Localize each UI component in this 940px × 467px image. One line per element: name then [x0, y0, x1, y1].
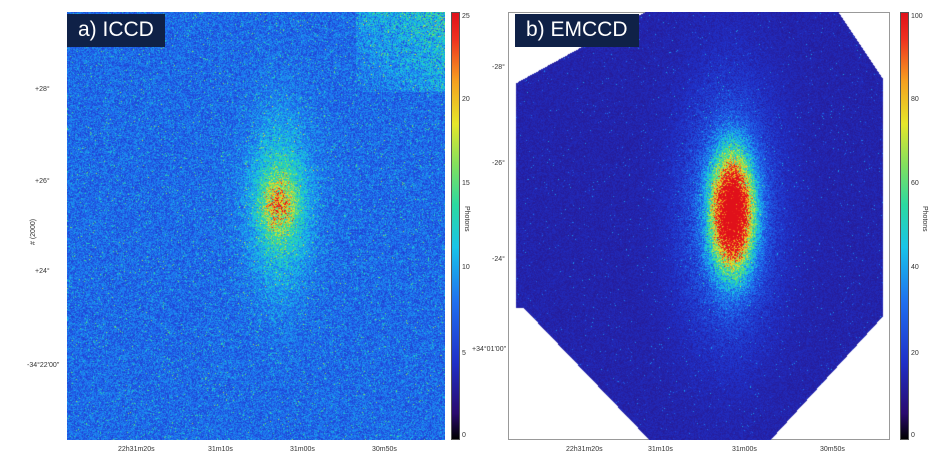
panel-b-xtick: 22h31m20s	[566, 446, 603, 453]
panel-iccd: a) ICCD # (2000) +28° +26° +24° -34°22'0…	[27, 12, 470, 453]
panel-a-xtick: 31m00s	[290, 446, 315, 453]
panel-b-cb-tick: 80	[911, 96, 919, 103]
panel-a-ytick: +28°	[35, 86, 50, 93]
panel-a-cb-tick: 25	[462, 13, 470, 20]
panel-b-xtick: 31m10s	[648, 446, 673, 453]
panel-a-xtick: 30m50s	[372, 446, 397, 453]
panel-a-cb-tick: 15	[462, 180, 470, 187]
panel-a-colorbar	[451, 12, 460, 440]
panel-emccd: b) EMCCD -28° -26° -24° +34°01'00" 22h31…	[470, 0, 940, 467]
panel-b-cb-tick: 60	[911, 180, 919, 187]
panel-a-xtick: 31m10s	[208, 446, 233, 453]
panel-b-ytick: -28°	[492, 64, 505, 71]
panel-a-xtick: 22h31m20s	[118, 446, 155, 453]
panel-b-cb-tick: 20	[911, 350, 919, 357]
panel-b-ytick: -26°	[492, 160, 505, 167]
panel-b-colorbar	[900, 12, 909, 440]
panel-a-cb-tick: 20	[462, 96, 470, 103]
panel-a-cb-tick: 5	[462, 350, 466, 357]
panel-b-cb-tick: 0	[911, 432, 915, 439]
panel-b-title: b) EMCCD	[515, 14, 639, 47]
panel-b-ytick: +34°01'00"	[472, 346, 507, 353]
panel-b-ytick: -24°	[492, 256, 505, 263]
panel-a-cb-tick: 10	[462, 264, 470, 271]
panel-a-ytick: +26°	[35, 178, 50, 185]
panel-a-cb-tick: 0	[462, 432, 466, 439]
panel-a-title: a) ICCD	[67, 14, 165, 47]
emccd-image	[508, 12, 890, 440]
panel-a-ytick: -34°22'00"	[27, 362, 60, 369]
panel-a-ylabel: # (2000)	[30, 218, 37, 245]
panel-b-cb-label: Photons	[921, 206, 928, 232]
panel-a-ytick: +24°	[35, 268, 50, 275]
panel-b-cb-tick: 40	[911, 264, 919, 271]
panel-a-cb-label: Photons	[463, 206, 470, 232]
panel-b-xtick: 30m50s	[820, 446, 845, 453]
iccd-image	[67, 12, 445, 440]
panel-b-cb-tick: 100	[911, 13, 923, 20]
panel-b-xtick: 31m00s	[732, 446, 757, 453]
